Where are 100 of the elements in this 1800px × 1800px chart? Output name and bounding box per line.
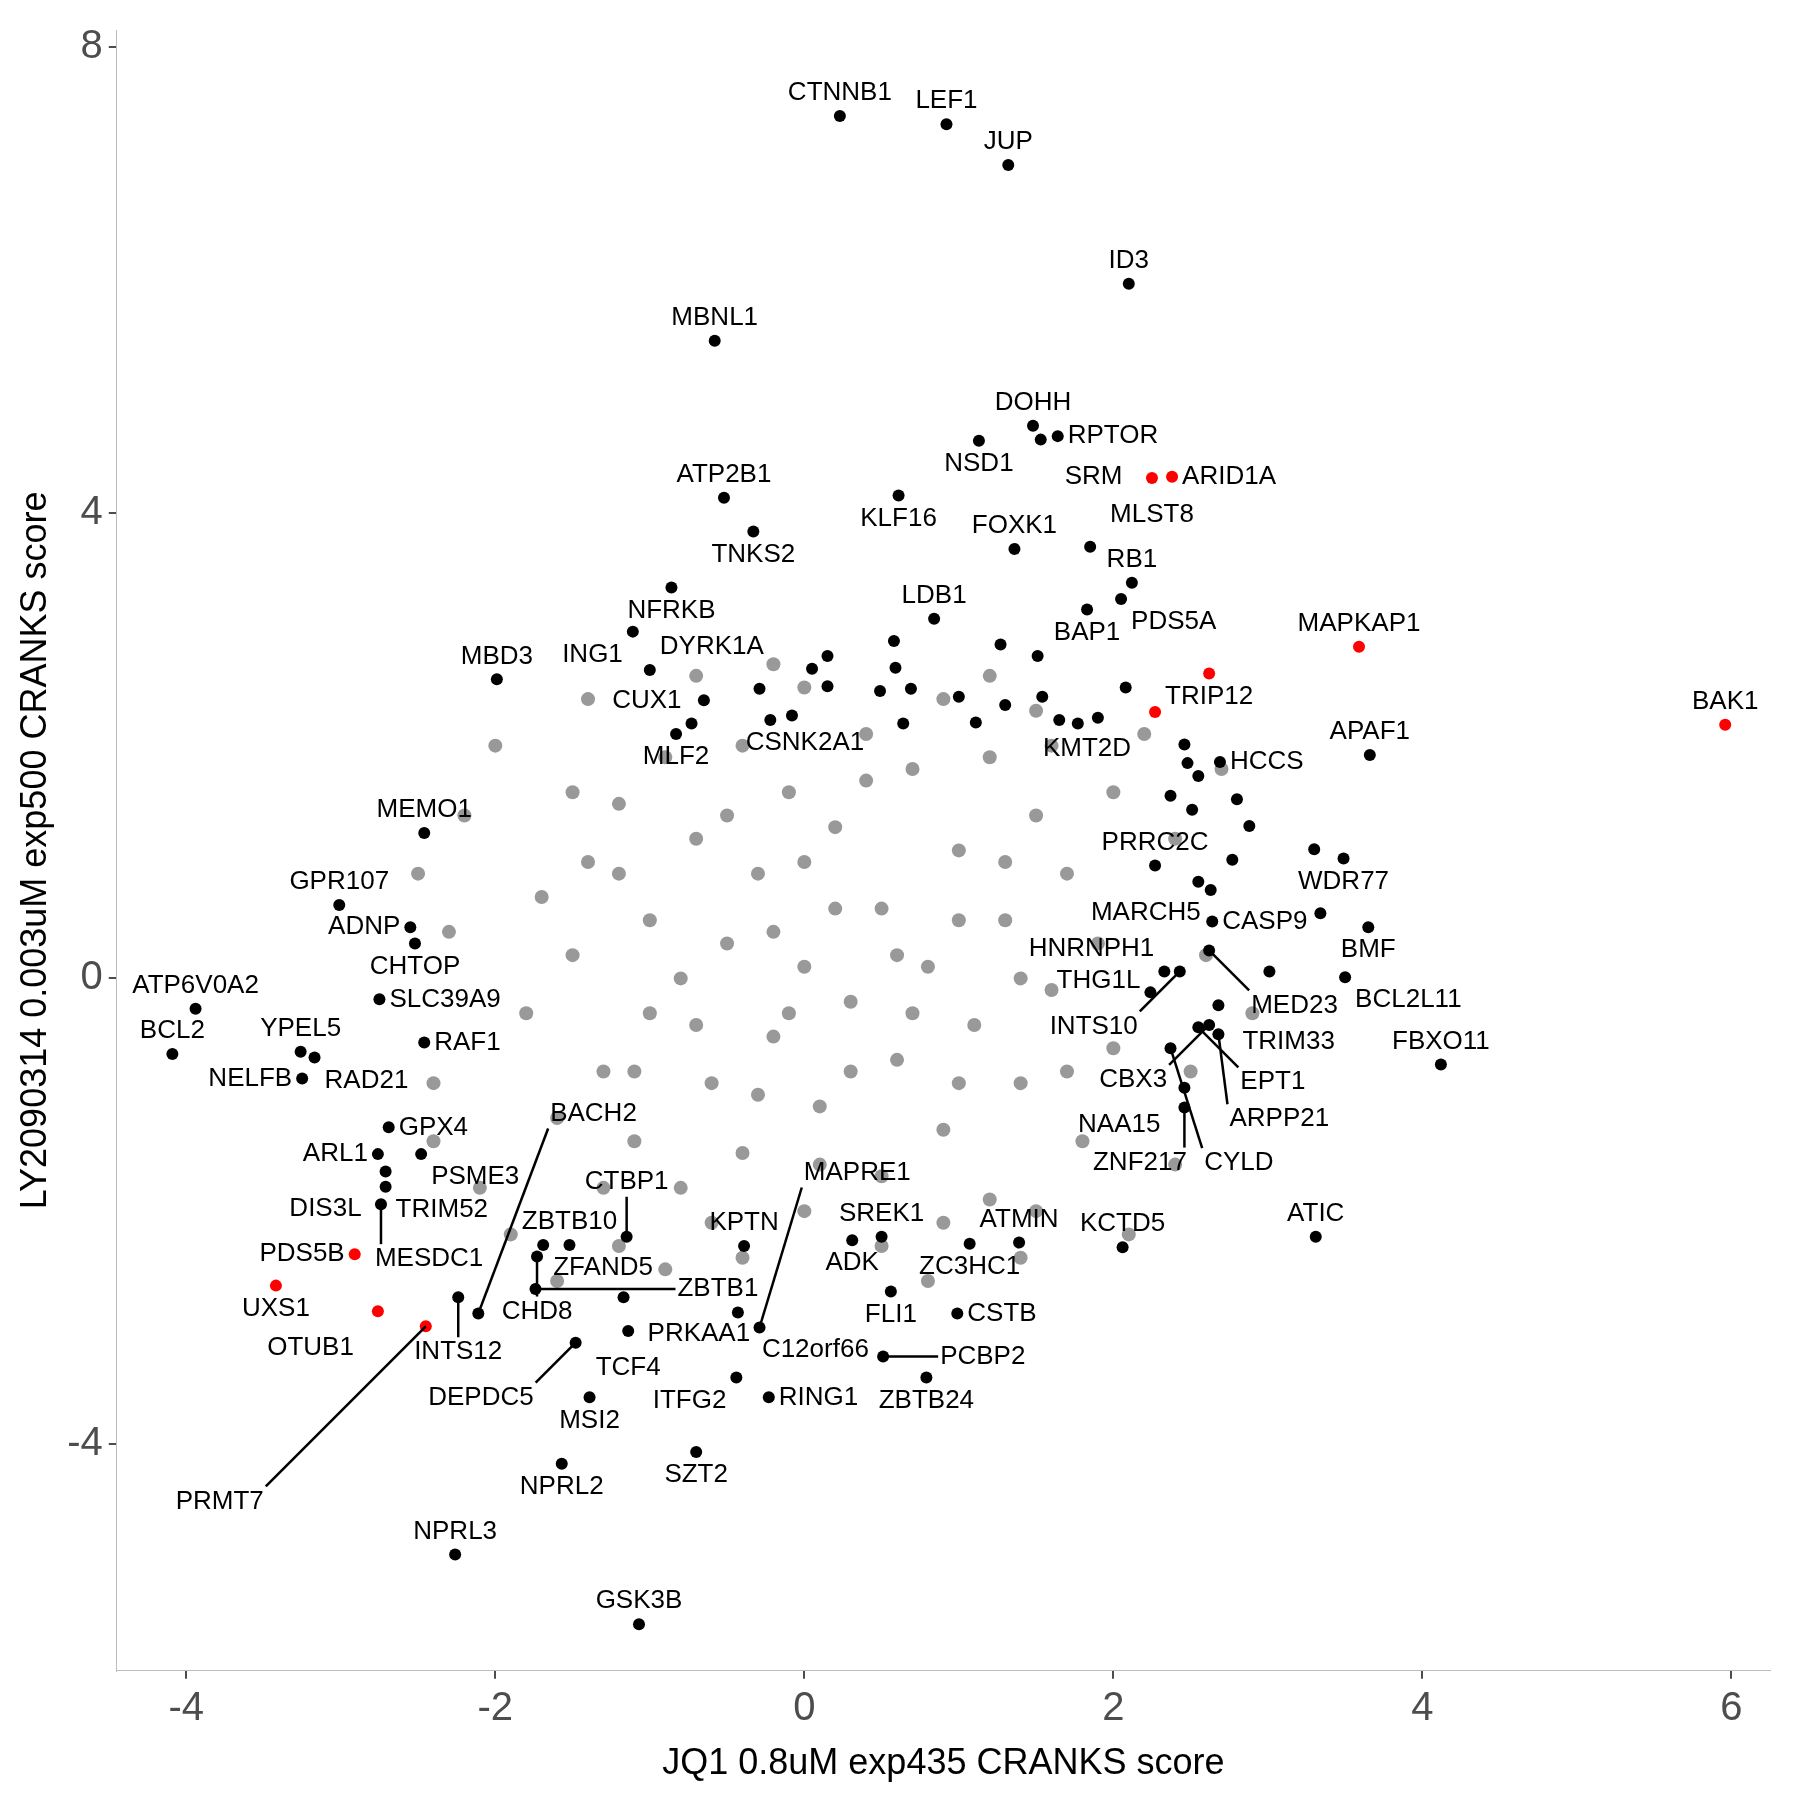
annotation: CASP9 xyxy=(1222,904,1308,935)
annotation: BMF xyxy=(1340,933,1396,964)
annotation: ARID1A xyxy=(1182,460,1277,491)
annotation: BACH2 xyxy=(550,1096,637,1127)
annotation: TCF4 xyxy=(595,1351,661,1382)
annotation: CHD8 xyxy=(501,1294,573,1325)
annotation: LEF1 xyxy=(915,84,978,115)
annotation: FLI1 xyxy=(864,1297,917,1328)
point xyxy=(1145,472,1158,485)
annotation: PCBP2 xyxy=(940,1339,1026,1370)
annotation: HCCS xyxy=(1229,745,1304,776)
annotation: MEMO1 xyxy=(376,793,472,824)
y-axis-title: LY2090314 0.003uM exp500 CRANKS score xyxy=(12,491,54,1210)
y-tick-label: 4 xyxy=(80,487,103,532)
point xyxy=(1166,470,1179,483)
annotation: CSTB xyxy=(967,1296,1037,1327)
annotation: NPRL3 xyxy=(413,1514,498,1545)
x-tick-label: 0 xyxy=(793,1683,816,1728)
annotation: ZC3HC1 xyxy=(919,1249,1021,1280)
annotation: CHTOP xyxy=(369,949,461,980)
annotation: ING1 xyxy=(562,637,623,668)
annotation: OTUB1 xyxy=(267,1331,354,1362)
annotation: BCL2 xyxy=(139,1014,205,1045)
x-tick-label: 6 xyxy=(1720,1683,1743,1728)
annotation: TRIP12 xyxy=(1165,679,1254,710)
annotation: MSI2 xyxy=(559,1403,620,1434)
annotation: ARL1 xyxy=(302,1137,368,1168)
annotation: DOHH xyxy=(994,385,1072,416)
annotation: ID3 xyxy=(1108,243,1150,274)
annotation: ADNP xyxy=(328,910,401,941)
annotation: KLF16 xyxy=(860,501,937,532)
annotation: ZBTB10 xyxy=(521,1205,618,1236)
annotation: CTNNB1 xyxy=(787,76,892,107)
y-tick-label: 0 xyxy=(80,953,103,998)
annotation: MBD3 xyxy=(460,639,533,670)
annotation: SLC39A9 xyxy=(389,982,501,1013)
point xyxy=(348,1248,361,1261)
annotation: C12orf66 xyxy=(761,1332,869,1363)
annotation: FBXO11 xyxy=(1392,1024,1490,1055)
annotation: MESDC1 xyxy=(374,1242,484,1273)
annotation: SZT2 xyxy=(664,1458,728,1489)
annotation: ATMIN xyxy=(979,1202,1059,1233)
annotation: DIS3L xyxy=(289,1191,362,1222)
annotation: MLST8 xyxy=(1110,498,1194,529)
annotation: DEPDC5 xyxy=(428,1380,534,1411)
annotation: MAPRE1 xyxy=(803,1155,911,1186)
point xyxy=(1719,718,1732,731)
annotation: CBX3 xyxy=(1099,1063,1168,1094)
point xyxy=(371,1305,384,1318)
y-tick-label: -4 xyxy=(67,1418,103,1463)
annotation: NPRL2 xyxy=(519,1469,604,1500)
annotation: CYLD xyxy=(1204,1146,1274,1177)
annotation: ATP6V0A2 xyxy=(132,968,259,999)
annotation: MED23 xyxy=(1251,988,1338,1019)
annotation: INTS12 xyxy=(414,1335,503,1366)
annotation: MARCH5 xyxy=(1090,896,1201,927)
annotation: RAF1 xyxy=(434,1025,501,1056)
annotation: ITFG2 xyxy=(652,1383,727,1414)
annotation: KPTN xyxy=(709,1206,779,1237)
annotation: MLF2 xyxy=(642,740,710,771)
annotation: BAP1 xyxy=(1053,615,1121,646)
annotation: PRMT7 xyxy=(175,1484,264,1515)
annotation: PRRC2C xyxy=(1101,825,1209,856)
annotation: RAD21 xyxy=(324,1063,409,1094)
annotation: APAF1 xyxy=(1329,715,1411,746)
annotation: KMT2D xyxy=(1042,732,1132,763)
annotation: CTBP1 xyxy=(584,1164,669,1195)
x-tick-label: -2 xyxy=(477,1683,514,1728)
annotation: GPR107 xyxy=(289,865,390,896)
annotation: THG1L xyxy=(1056,964,1141,995)
annotation: SREK1 xyxy=(838,1196,925,1227)
annotation: UXS1 xyxy=(241,1291,310,1322)
annotation: NAA15 xyxy=(1078,1107,1161,1138)
annotation: RPTOR xyxy=(1067,419,1159,450)
annotation: LDB1 xyxy=(901,579,967,609)
annotation: PRKAA1 xyxy=(647,1317,751,1348)
annotation: FOXK1 xyxy=(971,509,1058,540)
annotation: ATIC xyxy=(1287,1196,1345,1227)
annotation: ZBTB1 xyxy=(677,1272,759,1303)
annotation: ADK xyxy=(825,1246,880,1277)
annotation: EPT1 xyxy=(1240,1065,1306,1096)
point xyxy=(1203,667,1216,680)
annotation: PSME3 xyxy=(431,1160,520,1191)
annotation: BAK1 xyxy=(1691,684,1759,715)
annotation: GPX4 xyxy=(398,1110,469,1141)
annotation: NELFB xyxy=(208,1061,293,1092)
annotation: MBNL1 xyxy=(671,300,759,331)
annotation: HNRNPH1 xyxy=(1028,931,1155,962)
annotation: ZNF217 xyxy=(1092,1145,1187,1176)
annotation: ATP2B1 xyxy=(676,457,772,488)
annotation: CUX1 xyxy=(612,683,682,714)
annotation: RB1 xyxy=(1106,542,1158,573)
x-axis-title: JQ1 0.8uM exp435 CRANKS score xyxy=(662,1741,1225,1783)
x-tick-label: 4 xyxy=(1411,1683,1434,1728)
annotation: ZFAND5 xyxy=(553,1251,653,1282)
annotation: WDR77 xyxy=(1298,864,1390,895)
annotation: SRM xyxy=(1064,459,1123,490)
annotation: YPEL5 xyxy=(260,1011,342,1042)
annotation: TNKS2 xyxy=(711,537,796,568)
point xyxy=(1353,640,1366,653)
